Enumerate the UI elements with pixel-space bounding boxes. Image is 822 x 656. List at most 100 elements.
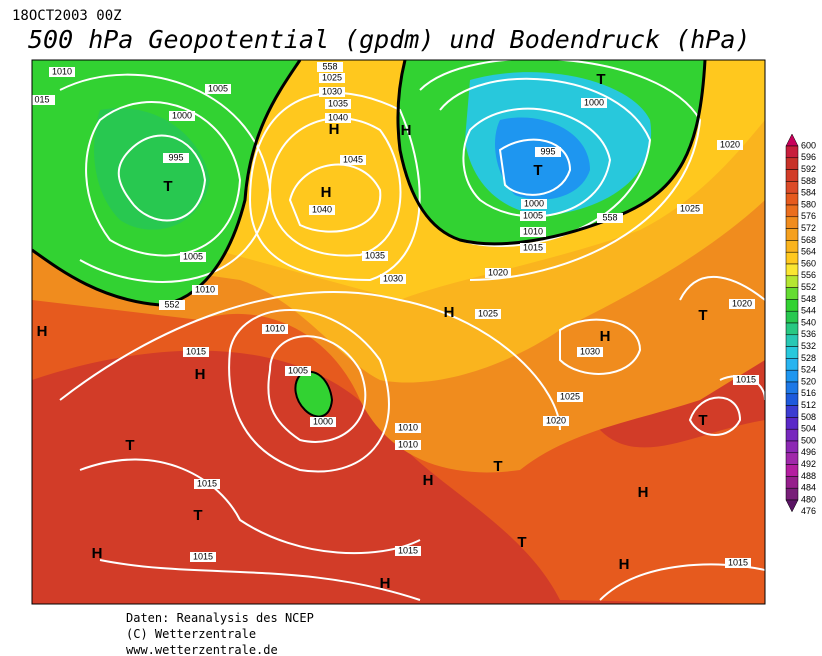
colorbar-label: 504 bbox=[801, 424, 816, 434]
colorbar-cell bbox=[785, 381, 799, 395]
label-box bbox=[340, 155, 366, 165]
label-box bbox=[475, 309, 501, 319]
colorbar-cell bbox=[785, 464, 799, 477]
colorbar-label: 528 bbox=[801, 353, 816, 363]
isobar-label: 558 bbox=[322, 61, 337, 71]
label-box bbox=[285, 366, 311, 376]
pressure-center: T bbox=[125, 437, 134, 454]
colorbar-cell bbox=[785, 181, 799, 194]
pressure-center: H bbox=[329, 121, 340, 138]
label-box bbox=[521, 199, 547, 209]
label-box bbox=[262, 324, 288, 334]
isobar-label: 1025 bbox=[680, 203, 700, 213]
isobar-label: 1010 bbox=[398, 422, 418, 432]
colorbar-cell bbox=[785, 275, 799, 288]
pressure-center: T bbox=[698, 307, 707, 324]
colorbar-label: 540 bbox=[801, 317, 816, 327]
footer-line: www.wetterzentrale.de bbox=[126, 643, 278, 656]
colorbar-label: 492 bbox=[801, 459, 816, 469]
label-box bbox=[395, 546, 421, 556]
footer-line: (C) Wetterzentrale bbox=[126, 627, 256, 641]
isobar-label: 1010 bbox=[265, 323, 285, 333]
colorbar-cell bbox=[785, 310, 799, 324]
pressure-center: T bbox=[163, 178, 172, 195]
isobar-label: 1000 bbox=[584, 97, 604, 107]
colorbar-cell bbox=[785, 405, 799, 418]
label-box bbox=[319, 73, 345, 83]
isobar-label: 1000 bbox=[313, 416, 333, 426]
map-field: 101001510051000995T100510105525581025103… bbox=[32, 60, 765, 604]
colorbar-label: 544 bbox=[801, 306, 816, 316]
colorbar-cell bbox=[785, 228, 799, 241]
isobars bbox=[59, 60, 765, 601]
label-box bbox=[395, 440, 421, 450]
label-box bbox=[520, 211, 546, 221]
colorbar-cell bbox=[785, 358, 799, 371]
isobar-label: 1015 bbox=[186, 346, 206, 356]
isobar-label: 995 bbox=[168, 152, 183, 162]
colorbar-cell bbox=[785, 428, 799, 442]
colorbar-label: 532 bbox=[801, 341, 816, 351]
label-box bbox=[725, 558, 751, 568]
label-box bbox=[520, 243, 546, 253]
isobar-label: 1030 bbox=[580, 346, 600, 356]
map-labels: 101001510051000995T100510105525581025103… bbox=[32, 61, 759, 592]
colorbar-label: 520 bbox=[801, 376, 816, 386]
colorbar-label: 496 bbox=[801, 447, 816, 457]
colorbar-cap bbox=[785, 499, 799, 513]
colorbar-cell bbox=[785, 334, 799, 347]
colorbar-label: 576 bbox=[801, 211, 816, 221]
colorbar-cell bbox=[785, 263, 799, 277]
colorbar-label: 584 bbox=[801, 188, 816, 198]
isobar-label: 1005 bbox=[288, 365, 308, 375]
isobar-label: 1035 bbox=[365, 250, 385, 260]
label-box bbox=[535, 147, 561, 157]
colorbar-label: 524 bbox=[801, 365, 816, 375]
colorbar-label: 516 bbox=[801, 388, 816, 398]
colorbar-cell bbox=[785, 145, 799, 159]
colorbar-cap bbox=[785, 133, 799, 147]
isobar-label: 1045 bbox=[343, 154, 363, 164]
pressure-center: T bbox=[533, 162, 542, 179]
colorbar-cell bbox=[785, 192, 799, 206]
colorbar-cell bbox=[785, 169, 799, 182]
pressure-center: H bbox=[195, 366, 206, 383]
colorbar-label: 568 bbox=[801, 235, 816, 245]
isobar-label: 1035 bbox=[328, 98, 348, 108]
isobar-label: 015 bbox=[34, 94, 49, 104]
isobar-label: 1040 bbox=[312, 204, 332, 214]
colorbar-cell bbox=[785, 287, 799, 300]
label-box bbox=[597, 213, 623, 223]
isobar-label: 1025 bbox=[322, 72, 342, 82]
label-box bbox=[183, 347, 209, 357]
isobar-label: 995 bbox=[540, 146, 555, 156]
isobar-label: 552 bbox=[164, 299, 179, 309]
label-box bbox=[192, 285, 218, 295]
field-band bbox=[32, 300, 765, 604]
pressure-center: H bbox=[37, 323, 48, 340]
colorbar-label: 500 bbox=[801, 435, 816, 445]
pressure-center: H bbox=[321, 184, 332, 201]
isobar-label: 1030 bbox=[383, 273, 403, 283]
label-box bbox=[309, 205, 335, 215]
label-box bbox=[717, 140, 743, 150]
label-box bbox=[557, 392, 583, 402]
colorbar-cell bbox=[785, 216, 799, 229]
isobar-label: 1020 bbox=[732, 298, 752, 308]
colorbar-cell bbox=[785, 157, 799, 170]
colorbar-cell bbox=[785, 346, 799, 359]
label-box bbox=[49, 67, 75, 77]
colorbar-cell bbox=[785, 440, 799, 454]
isobar-label: 1010 bbox=[398, 439, 418, 449]
label-box bbox=[319, 87, 345, 97]
isobar-label: 1000 bbox=[172, 110, 192, 120]
colorbar-cell bbox=[785, 204, 799, 218]
label-box bbox=[733, 375, 759, 385]
label-box bbox=[310, 417, 336, 427]
colorbar-cell bbox=[785, 299, 799, 312]
footer-line: Daten: Reanalysis des NCEP bbox=[126, 611, 314, 625]
isobar-label: 1040 bbox=[328, 112, 348, 122]
label-box bbox=[325, 99, 351, 109]
